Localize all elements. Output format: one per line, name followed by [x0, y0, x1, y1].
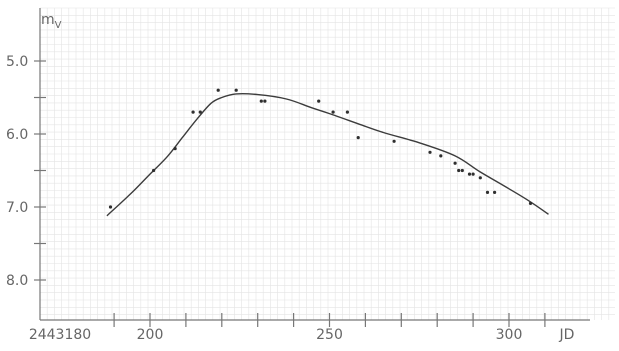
data-point: [331, 110, 335, 114]
data-point: [191, 110, 195, 114]
x-origin-label: 2443180: [29, 327, 91, 343]
data-point: [108, 205, 113, 209]
y-tick-label: 8.0: [6, 273, 28, 289]
y-tick-label: 7.0: [6, 200, 28, 216]
x-tick-label: 200: [137, 327, 164, 343]
data-point: [198, 110, 202, 114]
data-point: [460, 168, 464, 173]
x-axis-label: JD: [559, 327, 575, 343]
data-point: [216, 88, 220, 92]
x-tick-label: 300: [496, 327, 523, 343]
data-point: [173, 147, 177, 151]
data-point: [428, 150, 432, 154]
grid: [39, 7, 615, 320]
data-point: [528, 201, 533, 205]
data-point: [345, 110, 349, 114]
data-point: [356, 136, 360, 140]
data-point: [263, 99, 267, 103]
data-point: [457, 168, 461, 173]
y-tick-label: 5.0: [6, 54, 28, 70]
data-point: [471, 172, 475, 176]
data-point: [453, 161, 457, 165]
data-point: [467, 172, 472, 176]
data-point: [152, 168, 156, 173]
curve-layer: [106, 92, 549, 217]
axes: [34, 8, 590, 327]
y-tick-label: 6.0: [6, 127, 28, 143]
data-point: [234, 88, 238, 92]
x-tick-label: 250: [316, 327, 343, 343]
points-layer: [108, 88, 533, 209]
data-point: [317, 99, 321, 103]
data-point: [485, 190, 490, 194]
data-point: [493, 190, 497, 194]
light-curve-line: [106, 92, 549, 217]
y-axis-label: mV: [41, 12, 62, 31]
data-point: [259, 99, 263, 103]
data-point: [478, 176, 482, 180]
data-point: [392, 139, 396, 143]
data-point: [439, 154, 443, 158]
labels: mV JD 2443180 200 250 300 5.0 6.0 7.0 8.0: [6, 12, 574, 343]
